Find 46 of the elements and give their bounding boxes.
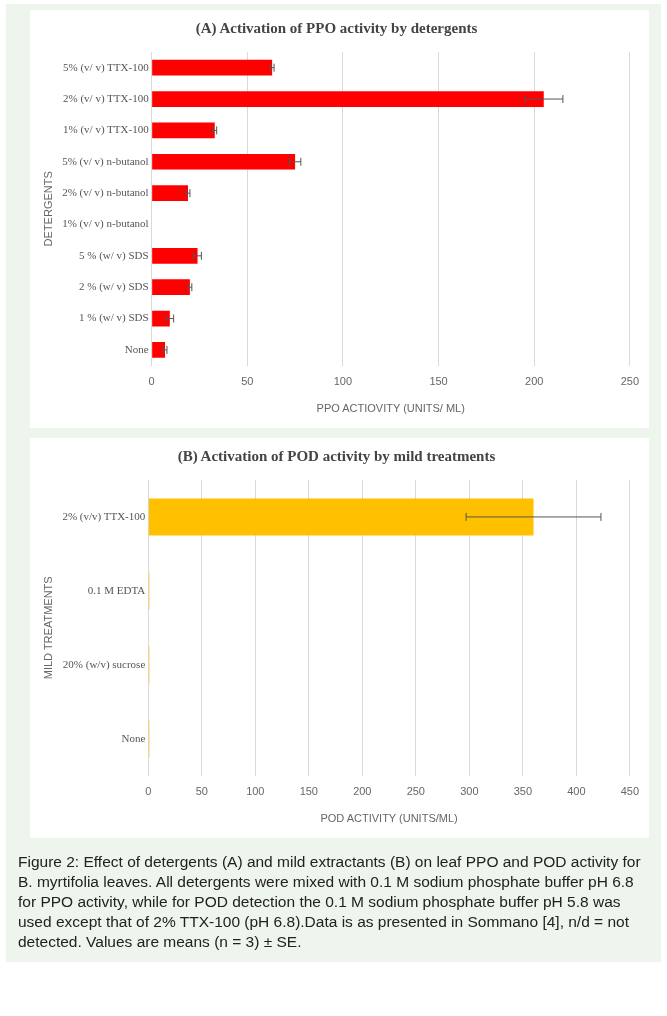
x-tick-label: 400: [567, 785, 586, 798]
x-tick-label: 0: [145, 785, 152, 798]
chart-title: (A) Activation of PPO activity by detergents: [195, 19, 478, 37]
y-axis-title: DETERGENTS: [41, 171, 54, 247]
x-tick-label: 300: [460, 785, 479, 798]
bar: [152, 279, 190, 296]
x-tick-label: 350: [513, 785, 532, 798]
y-tick-label: 2 % (w/ v) SDS: [78, 280, 149, 294]
x-axis-title: POD ACTIVITY (UNITS/ML): [320, 812, 458, 825]
bar: [152, 122, 215, 139]
bar: [152, 310, 170, 327]
x-tick-label: 250: [406, 785, 425, 798]
y-tick-label: 0.1 M EDTA: [87, 583, 146, 596]
x-tick-label: 200: [525, 375, 544, 388]
bar: [152, 342, 166, 358]
x-tick-label: 450: [620, 785, 639, 798]
y-tick-label: 5 % (w/ v) SDS: [78, 248, 149, 262]
y-tick-label: 5% (v/ v) n-butanol: [62, 154, 149, 168]
x-tick-label: 50: [195, 785, 208, 798]
bar: [152, 91, 544, 107]
y-tick-label: None: [124, 342, 149, 355]
bar: [152, 59, 273, 76]
y-axis-title: MILD TREATMENTS: [41, 576, 54, 680]
chart-title: (B) Activation of POD activity by mild treatments: [177, 447, 496, 465]
x-tick-label: 200: [353, 785, 372, 798]
y-tick-label: 1 % (w/ v) SDS: [78, 311, 149, 325]
y-tick-label: 2% (v/ v) n-butanol: [62, 186, 149, 200]
x-tick-label: 100: [333, 375, 353, 388]
x-axis-title: PPO ACTIOVITY (UNITS/ ML): [316, 402, 465, 415]
y-tick-label: None: [121, 731, 146, 744]
caption: Figure 2: Effect of detergents (A) and mild extractants (B) on leaf PPO and POD activity for B. myrtifolia leaves. All detergents were mixed with 0.1 M sodium phosphate buffer pH 6.8 for PPO activity, while for POD detection the 0.1 M sodium phosphate buffer pH 5.8 was used except that of 2% TTX-100 (pH 6.8).Data is as presented in Sommano [4], n/d = not detected. Values are means (n = 3) ± SE.: [17, 852, 642, 952]
bar: [152, 185, 188, 201]
bar: [152, 248, 198, 264]
y-tick-label: 1% (v/ v) n-butanol: [62, 217, 149, 231]
x-tick-label: 100: [246, 785, 265, 798]
y-tick-label: 2% (v/ v) TTX-100: [63, 91, 150, 105]
x-tick-label: 250: [620, 375, 639, 388]
bar: [152, 153, 296, 170]
x-tick-label: 0: [148, 375, 155, 388]
x-tick-label: 150: [429, 375, 448, 388]
y-tick-label: 20% (w/v) sucrose: [62, 657, 146, 671]
y-tick-label: 2% (v/v) TTX-100: [62, 509, 146, 523]
x-tick-label: 150: [299, 785, 318, 798]
x-tick-label: 50: [241, 375, 254, 388]
y-tick-label: 5% (v/ v) TTX-100: [63, 60, 150, 74]
y-tick-label: 1% (v/ v) TTX-100: [63, 123, 150, 137]
